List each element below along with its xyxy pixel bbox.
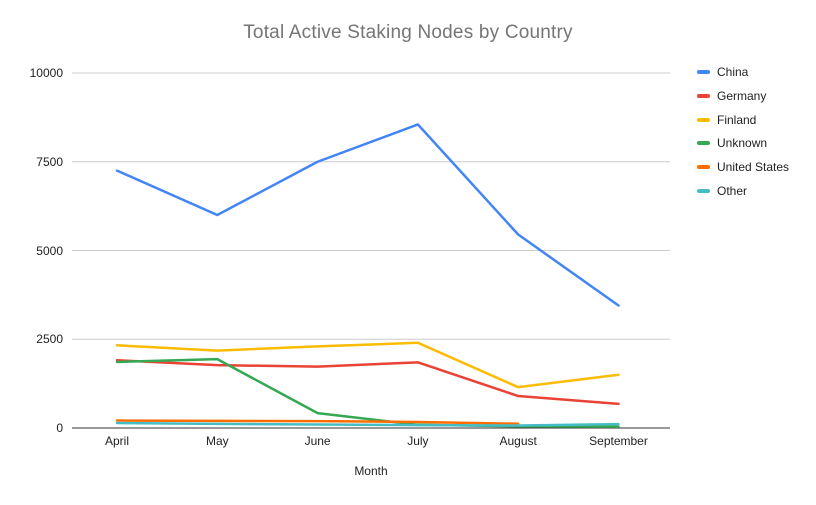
legend-swatch-icon bbox=[697, 188, 710, 193]
y-tick-label: 7500 bbox=[36, 154, 63, 169]
x-tick-label-august: August bbox=[499, 434, 537, 448]
legend-swatch-icon bbox=[697, 93, 710, 98]
x-tick-label-may: May bbox=[205, 434, 229, 448]
legend-label: Unknown bbox=[717, 136, 768, 151]
x-tick-label-april: April bbox=[104, 434, 129, 448]
legend-label: China bbox=[717, 65, 749, 79]
legend-item-unknown[interactable]: Unknown bbox=[697, 136, 789, 150]
legend-swatch-icon bbox=[697, 165, 710, 170]
legend-swatch-icon bbox=[697, 141, 710, 146]
series-line-china[interactable] bbox=[115, 123, 620, 307]
x-tick-label-july: July bbox=[407, 434, 429, 448]
legend-label: United States bbox=[717, 160, 790, 175]
series-line-finland[interactable] bbox=[115, 341, 620, 389]
series-line-united-states[interactable] bbox=[115, 419, 520, 425]
series-line-germany[interactable] bbox=[115, 358, 620, 406]
legend-item-united-states[interactable]: United States bbox=[697, 160, 789, 174]
x-tick-label-september: September bbox=[589, 434, 648, 448]
y-tick-label: 2500 bbox=[36, 332, 63, 347]
series-line-unknown[interactable] bbox=[115, 357, 620, 428]
legend-swatch-icon bbox=[697, 70, 710, 74]
legend-label: Germany bbox=[717, 88, 767, 103]
legend: China Germany Finland Unknown United States O… bbox=[697, 65, 789, 208]
legend-item-finland[interactable]: Finland bbox=[697, 113, 789, 127]
x-axis-title: Month bbox=[354, 464, 388, 478]
series-line-other[interactable] bbox=[115, 421, 620, 427]
y-tick-label: 0 bbox=[56, 421, 63, 435]
legend-item-germany[interactable]: Germany bbox=[697, 89, 789, 103]
legend-label: Other bbox=[717, 183, 748, 198]
legend-item-other[interactable]: Other bbox=[697, 184, 789, 198]
chart-title: Total Active Staking Nodes by Country bbox=[243, 22, 573, 43]
y-tick-label: 10000 bbox=[29, 66, 63, 80]
y-tick-label: 5000 bbox=[36, 243, 63, 258]
legend-swatch-icon bbox=[697, 117, 710, 122]
legend-label: Finland bbox=[717, 112, 757, 127]
x-tick-label-june: June bbox=[304, 434, 331, 448]
legend-item-china[interactable]: China bbox=[697, 65, 789, 79]
